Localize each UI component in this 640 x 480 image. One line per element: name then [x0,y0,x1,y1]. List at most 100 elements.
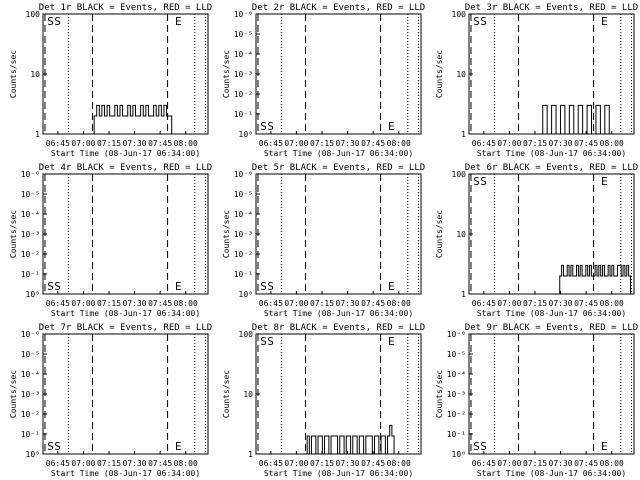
x-tick-label: 06:45 [46,139,70,148]
start-marker: S [47,15,54,28]
x-axis-label: Start Time (08-Jun-17 06:34:00) [51,469,200,478]
y-tick-label: 10⁻⁴ [234,50,253,59]
x-tick-label: 07:30 [123,459,147,468]
y-tick-label: 10⁻⁶ [234,170,253,179]
y-axis-label: Counts/sec [222,210,231,258]
x-axis-label: Start Time (08-Jun-17 06:34:00) [477,149,626,158]
x-tick-label: 07:30 [123,139,147,148]
x-tick-label: 07:30 [549,459,573,468]
start-marker: S [260,280,267,293]
x-tick-label: 07:15 [523,459,547,468]
x-tick-label: 07:15 [97,139,121,148]
y-tick-label: 1 [35,130,40,139]
start-marker: S [267,280,274,293]
x-tick-label: 07:15 [97,459,121,468]
panel-title: Det 3r BLACK = Events, RED = LLD [465,3,638,13]
x-axis-label: Start Time (08-Jun-17 06:34:00) [264,309,413,318]
start-marker: S [480,15,487,28]
y-tick-label: 10⁻³ [21,230,40,239]
y-tick-label: 10⁻⁶ [21,330,40,339]
y-tick-label: 10⁻¹ [234,110,253,119]
x-tick-label: 07:15 [310,459,334,468]
events-series-line [93,104,173,134]
y-tick-label: 10⁻⁴ [21,210,40,219]
panel-title: Det 1r BLACK = Events, RED = LLD [39,3,212,13]
panel-2: Det 2r BLACK = Events, RED = LLD Counts/s… [222,3,425,158]
end-marker: E [601,440,608,453]
y-tick-label: 100 [239,330,254,339]
y-tick-label: 10⁻³ [21,390,40,399]
y-tick-label: 10⁻⁴ [447,370,466,379]
x-tick-label: 07:00 [71,299,95,308]
panel-title: Det 5r BLACK = Events, RED = LLD [252,163,425,173]
y-axis-label: Counts/sec [9,50,18,98]
panel-6: Det 6r BLACK = Events, RED = LLD Counts/s… [435,163,638,318]
end-marker: E [175,15,182,28]
panel-title: Det 9r BLACK = Events, RED = LLD [465,323,638,333]
y-axis-label: Counts/sec [222,370,231,418]
plot-frame [255,333,422,455]
y-tick-label: 10⁻¹ [234,270,253,279]
y-tick-label: 10⁻² [447,410,466,419]
x-axis-label: Start Time (08-Jun-17 06:34:00) [264,149,413,158]
x-tick-label: 08:00 [600,299,624,308]
x-tick-label: 07:45 [361,139,385,148]
start-marker: S [54,280,61,293]
x-tick-label: 07:00 [497,299,521,308]
x-tick-label: 07:00 [497,139,521,148]
y-tick-label: 1 [461,290,466,299]
panel-7: Det 7r BLACK = Events, RED = LLD Counts/s… [9,323,212,478]
x-tick-label: 07:00 [71,139,95,148]
plot-frame [42,173,209,295]
x-tick-label: 08:00 [174,139,198,148]
start-marker: S [473,15,480,28]
start-marker: S [473,175,480,188]
x-tick-label: 06:45 [46,299,70,308]
start-marker: S [267,335,274,348]
y-tick-label: 10⁰ [452,450,466,459]
panel-1: Det 1r BLACK = Events, RED = LLD Counts/s… [9,3,212,158]
x-axis-label: Start Time (08-Jun-17 06:34:00) [264,469,413,478]
end-marker: E [601,15,608,28]
panel-title: Det 8r BLACK = Events, RED = LLD [252,323,425,333]
start-marker: S [267,120,274,133]
start-marker: S [473,440,480,453]
x-tick-label: 07:45 [574,139,598,148]
x-tick-label: 07:00 [284,139,308,148]
start-marker: S [54,15,61,28]
x-tick-label: 07:00 [71,459,95,468]
x-tick-label: 07:45 [361,459,385,468]
y-axis-label: Counts/sec [9,370,18,418]
end-marker: E [388,280,395,293]
panel-title: Det 4r BLACK = Events, RED = LLD [39,163,212,173]
y-tick-label: 10⁰ [26,450,40,459]
x-tick-label: 06:45 [46,459,70,468]
plot-frame [468,173,635,295]
y-tick-label: 10⁰ [26,290,40,299]
y-tick-label: 10 [456,70,466,79]
x-tick-label: 08:00 [174,459,198,468]
panel-8: Det 8r BLACK = Events, RED = LLD Counts/s… [222,323,425,478]
x-tick-label: 08:00 [387,299,411,308]
x-tick-label: 07:30 [549,299,573,308]
end-marker: E [388,120,395,133]
start-marker: S [480,440,487,453]
panel-title: Det 6r BLACK = Events, RED = LLD [465,163,638,173]
x-tick-label: 07:30 [336,139,360,148]
x-tick-label: 06:45 [259,459,283,468]
x-tick-label: 07:45 [574,459,598,468]
y-tick-label: 10⁰ [239,290,253,299]
x-tick-label: 08:00 [387,459,411,468]
panel-4: Det 4r BLACK = Events, RED = LLD Counts/s… [9,163,212,318]
x-tick-label: 06:45 [259,139,283,148]
x-tick-label: 07:30 [549,139,573,148]
start-marker: S [47,440,54,453]
x-tick-label: 07:45 [148,299,172,308]
x-tick-label: 07:15 [523,299,547,308]
x-tick-label: 06:45 [472,459,496,468]
panel-3: Det 3r BLACK = Events, RED = LLD Counts/s… [435,3,638,158]
y-tick-label: 10 [243,390,253,399]
y-tick-label: 10⁻⁶ [234,10,253,19]
